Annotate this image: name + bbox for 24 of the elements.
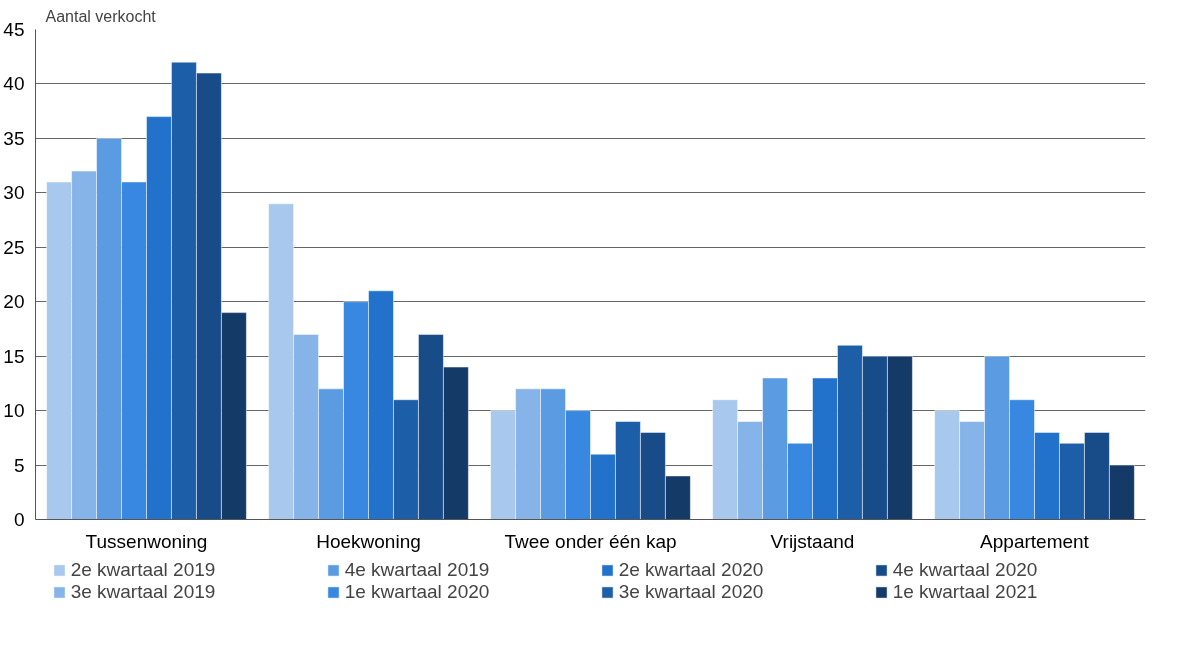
x-tick-label: Appartement (980, 530, 1090, 552)
legend-label: 2e kwartaal 2019 (70, 559, 217, 581)
legend-label: 3e kwartaal 2019 (70, 581, 217, 603)
legend-label: 4e kwartaal 2019 (344, 559, 491, 581)
y-tick-label: 45 (3, 19, 25, 40)
y-tick-label: 20 (3, 291, 25, 313)
y-tick-label: 25 (3, 236, 25, 258)
x-tick-label: Hoekwoning (316, 530, 421, 552)
y-tick-label: 35 (3, 127, 25, 149)
y-tick-label: 5 (13, 454, 25, 476)
y-tick-label: 30 (3, 182, 25, 204)
legend-label: 4e kwartaal 2020 (892, 559, 1039, 581)
y-tick-label: 15 (3, 345, 25, 367)
x-tick-label: Vrijstaand (770, 530, 855, 552)
legend-label: 3e kwartaal 2020 (618, 581, 765, 603)
x-tick-label: Twee onder één kap (504, 530, 677, 552)
y-tick-label: 0 (13, 509, 25, 530)
x-tick-label: Tussenwoning (85, 530, 208, 552)
legend-label: 1e kwartaal 2020 (344, 581, 491, 603)
y-tick-label: 40 (3, 73, 25, 95)
legend-label: 1e kwartaal 2021 (892, 581, 1039, 603)
y-tick-label: 10 (3, 400, 25, 422)
legend-label: 2e kwartaal 2020 (618, 559, 765, 581)
y-axis-title: Aantal verkocht (45, 7, 157, 25)
